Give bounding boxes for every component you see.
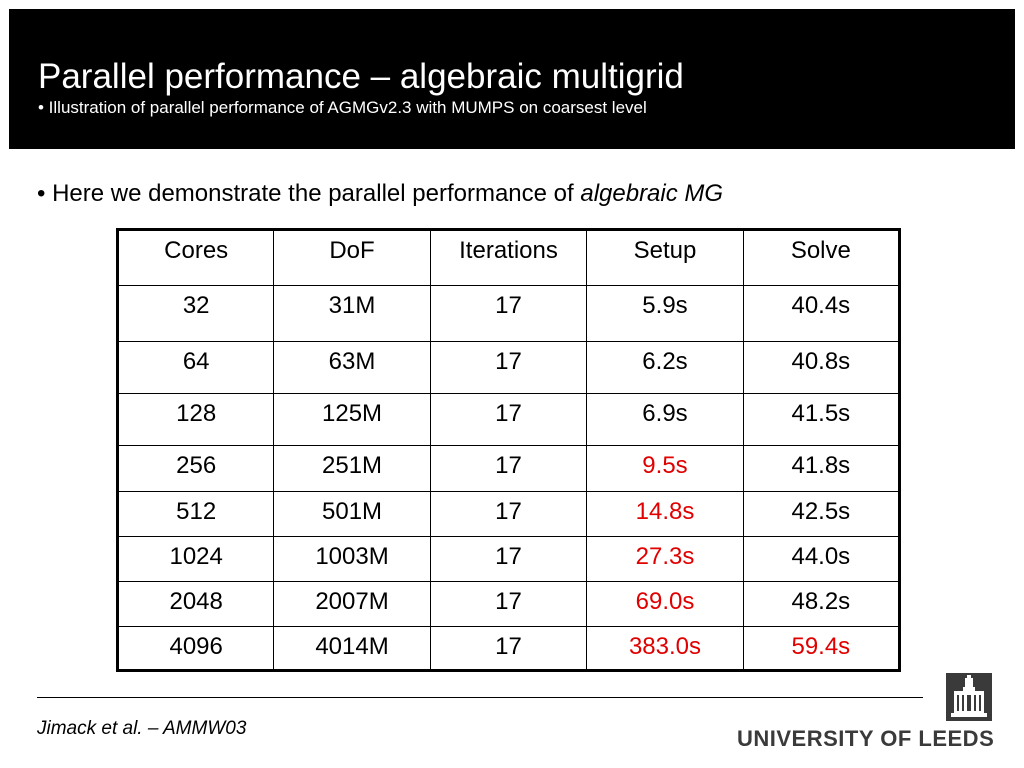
setup-cell-highlighted: 14.8s <box>586 491 744 537</box>
intro-emphasis: algebraic MG <box>580 180 724 207</box>
solve-cell: 40.8s <box>742 341 901 394</box>
table-header-row: Cores DoF Iterations Setup Solve <box>116 229 901 286</box>
iterations-cell: 17 <box>429 445 588 492</box>
iterations-cell: 17 <box>429 285 588 342</box>
cores-cell: 128 <box>116 393 275 446</box>
column-header-dof: DoF <box>273 229 431 286</box>
table-row: 1024 1003M 17 27.3s 44.0s <box>116 536 901 582</box>
iterations-cell: 17 <box>429 341 588 394</box>
header-banner: Parallel performance – algebraic multigr… <box>9 9 1015 149</box>
column-header-solve: Solve <box>742 229 901 286</box>
cores-cell: 64 <box>116 341 275 394</box>
cores-cell: 4096 <box>116 626 275 671</box>
column-header-cores: Cores <box>116 229 275 286</box>
table-row: 128 125M 17 6.9s 41.5s <box>116 393 901 446</box>
solve-cell: 44.0s <box>742 536 901 582</box>
setup-cell: 5.9s <box>586 285 744 342</box>
cores-cell: 32 <box>116 285 275 342</box>
table-row: 32 31M 17 5.9s 40.4s <box>116 285 901 342</box>
iterations-cell: 17 <box>429 581 588 627</box>
dof-cell: 31M <box>273 285 431 342</box>
table-row: 4096 4014M 17 383.0s 59.4s <box>116 626 901 671</box>
performance-table: Cores DoF Iterations Setup Solve 32 31M … <box>116 228 901 672</box>
setup-cell-highlighted: 9.5s <box>586 445 744 492</box>
dof-cell: 251M <box>273 445 431 492</box>
dof-cell: 63M <box>273 341 431 394</box>
solve-cell: 40.4s <box>742 285 901 342</box>
footer-citation: Jimack et al. – AMMW03 <box>37 718 247 739</box>
iterations-cell: 17 <box>429 491 588 537</box>
iterations-cell: 17 <box>429 393 588 446</box>
iterations-cell: 17 <box>429 536 588 582</box>
page-subtitle: • Illustration of parallel performance o… <box>38 98 647 117</box>
dof-cell: 125M <box>273 393 431 446</box>
column-header-setup: Setup <box>586 229 744 286</box>
university-logo-text: UNIVERSITY OF LEEDS <box>737 726 995 751</box>
intro-text: • Here we demonstrate the parallel perfo… <box>37 180 581 207</box>
page-title: Parallel performance – algebraic multigr… <box>38 57 684 96</box>
setup-cell: 6.2s <box>586 341 744 394</box>
table-row: 2048 2007M 17 69.0s 48.2s <box>116 581 901 627</box>
cores-cell: 256 <box>116 445 275 492</box>
dof-cell: 2007M <box>273 581 431 627</box>
intro-bullet: • Here we demonstrate the parallel perfo… <box>37 180 723 208</box>
footer-divider <box>37 697 923 698</box>
dof-cell: 1003M <box>273 536 431 582</box>
cores-cell: 512 <box>116 491 275 537</box>
solve-cell: 42.5s <box>742 491 901 537</box>
column-header-iterations: Iterations <box>429 229 588 286</box>
dof-cell: 4014M <box>273 626 431 671</box>
university-crest-icon <box>946 673 992 721</box>
solve-cell: 41.8s <box>742 445 901 492</box>
table-row: 256 251M 17 9.5s 41.8s <box>116 445 901 492</box>
cores-cell: 2048 <box>116 581 275 627</box>
solve-cell: 48.2s <box>742 581 901 627</box>
setup-cell-highlighted: 383.0s <box>586 626 744 671</box>
iterations-cell: 17 <box>429 626 588 671</box>
table-row: 512 501M 17 14.8s 42.5s <box>116 491 901 537</box>
solve-cell-highlighted: 59.4s <box>742 626 901 671</box>
table-row: 64 63M 17 6.2s 40.8s <box>116 341 901 394</box>
solve-cell: 41.5s <box>742 393 901 446</box>
cores-cell: 1024 <box>116 536 275 582</box>
setup-cell: 6.9s <box>586 393 744 446</box>
dof-cell: 501M <box>273 491 431 537</box>
setup-cell-highlighted: 69.0s <box>586 581 744 627</box>
setup-cell-highlighted: 27.3s <box>586 536 744 582</box>
